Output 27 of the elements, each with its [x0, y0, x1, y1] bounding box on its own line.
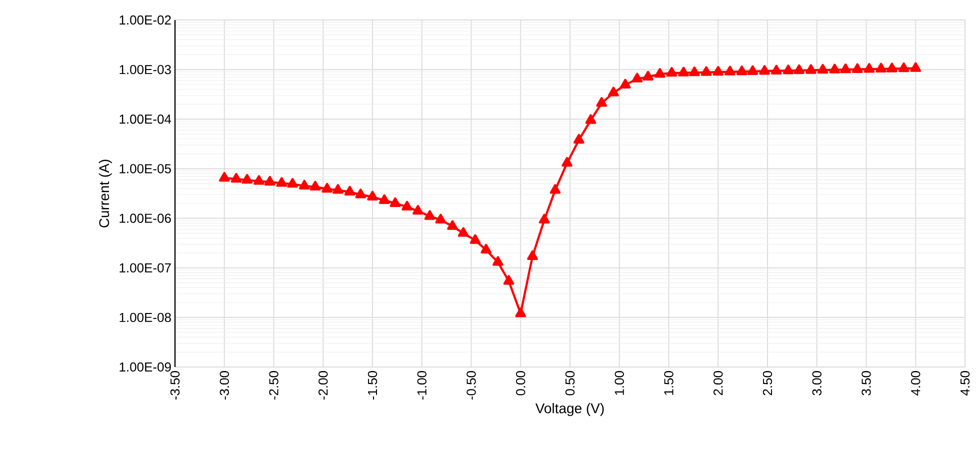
x-tick-label: 1.50	[664, 371, 674, 395]
y-tick-label: 1.00E-05	[120, 164, 171, 174]
x-tick-label: 2.00	[714, 371, 723, 396]
y-axis-title: Current (A)	[98, 160, 112, 228]
y-tick-label: 1.00E-09	[120, 362, 171, 372]
x-axis-title: Voltage (V)	[535, 403, 604, 416]
x-tick-label: -2.50	[269, 371, 278, 400]
x-tick-label: 4.00	[911, 371, 920, 396]
x-tick-label: -1.00	[417, 371, 426, 400]
y-tick-label: 1.00E-07	[120, 263, 171, 272]
x-tick-label: -3.50	[170, 371, 180, 400]
x-tick-label: 0.50	[565, 371, 575, 396]
x-tick-label: -2.00	[318, 371, 328, 400]
y-tick-label: 1.00E-04	[120, 114, 172, 124]
x-tick-label: 2.50	[762, 371, 772, 396]
x-tick-label: 3.00	[812, 371, 822, 396]
x-tick-label: 3.50	[862, 371, 871, 396]
x-tick-label: -1.50	[368, 371, 378, 400]
x-tick-label: 1.00	[614, 371, 624, 395]
y-tick-label: 1.00E-03	[120, 64, 171, 74]
x-tick-label: -3.00	[220, 371, 229, 400]
y-tick-label: 1.00E-08	[120, 312, 171, 322]
x-tick-label: 4.50	[960, 371, 970, 396]
x-tick-label: 0.00	[516, 371, 526, 396]
y-tick-label: 1.00E-06	[120, 214, 171, 223]
y-tick-label: 1.00E-02	[120, 15, 171, 25]
x-tick-label: -0.50	[466, 371, 476, 400]
